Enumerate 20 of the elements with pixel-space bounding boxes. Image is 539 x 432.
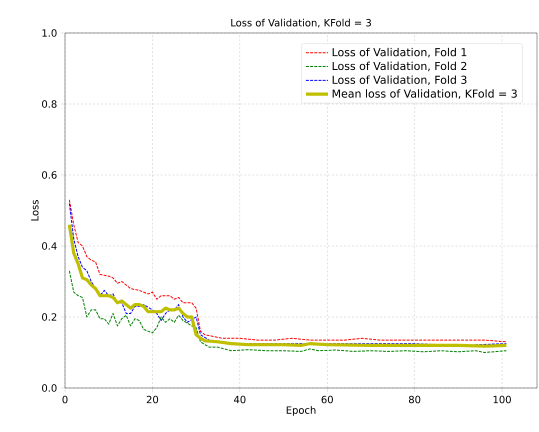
y-tick-label: 0.8 bbox=[42, 100, 57, 108]
x-tick-label: 20 bbox=[146, 396, 158, 404]
y-tick-label: 1.0 bbox=[42, 29, 57, 37]
y-tick-label: 0.0 bbox=[42, 384, 57, 392]
x-axis-title: Epoch bbox=[286, 406, 316, 416]
x-tick-label: 80 bbox=[408, 396, 420, 404]
legend-label: Loss of Validation, Fold 3 bbox=[332, 75, 466, 86]
chart-title: Loss of Validation, KFold = 3 bbox=[231, 18, 371, 28]
legend-label: Loss of Validation, Fold 1 bbox=[332, 48, 466, 58]
x-tick-label: 0 bbox=[62, 396, 68, 404]
x-tick-label: 100 bbox=[494, 396, 511, 404]
legend-label: Loss of Validation, Fold 2 bbox=[332, 62, 466, 72]
legend-label: Mean loss of Validation, KFold = 3 bbox=[332, 89, 517, 99]
y-tick-label: 0.2 bbox=[42, 313, 56, 321]
x-tick-label: 40 bbox=[234, 396, 246, 404]
y-tick-label: 0.4 bbox=[42, 242, 57, 250]
x-tick-label: 60 bbox=[322, 396, 333, 404]
line-series bbox=[68, 270, 507, 353]
y-tick-label: 0.6 bbox=[42, 171, 57, 179]
y-axis-title: Loss bbox=[31, 200, 39, 220]
